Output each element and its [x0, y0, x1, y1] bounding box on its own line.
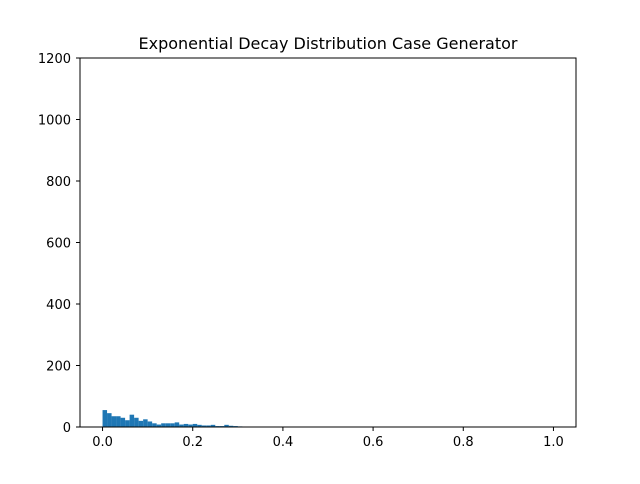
histogram-bar — [111, 416, 117, 427]
histogram-bar — [156, 424, 162, 427]
histogram-bar — [197, 424, 202, 427]
x-tick-label: 0.0 — [92, 435, 113, 450]
histogram-bar — [129, 414, 135, 427]
histogram-bar — [120, 417, 126, 427]
y-tick-label: 400 — [46, 298, 71, 313]
histogram-bar — [188, 424, 193, 427]
histogram-bar — [125, 420, 130, 427]
histogram-bar — [152, 423, 157, 427]
histogram-bar — [116, 416, 121, 427]
y-tick-label: 600 — [46, 237, 71, 252]
histogram-bar — [206, 425, 211, 427]
histogram-bar — [170, 423, 175, 427]
histogram-bar — [201, 425, 207, 427]
histogram-bar — [183, 423, 189, 427]
histogram-bar — [179, 424, 184, 427]
y-tick-label: 0 — [63, 421, 71, 436]
chart-title: Exponential Decay Distribution Case Gene… — [139, 34, 518, 53]
x-axis: 0.0 0.2 0.4 0.6 0.8 1.0 — [92, 427, 564, 450]
histogram-bar — [107, 413, 112, 427]
x-tick-label: 0.6 — [363, 435, 384, 450]
x-tick-label: 0.8 — [453, 435, 474, 450]
histogram-bar — [161, 423, 166, 427]
y-axis: 0 200 400 600 800 1000 1200 — [38, 52, 80, 436]
y-tick-label: 800 — [46, 175, 71, 190]
y-tick-label: 200 — [46, 360, 71, 375]
histogram-bar — [138, 420, 144, 427]
histogram-bars — [102, 410, 243, 427]
histogram-bar — [147, 421, 153, 427]
x-tick-label: 0.4 — [273, 435, 294, 450]
histogram-bar — [192, 423, 198, 427]
y-tick-label: 1200 — [38, 52, 71, 67]
histogram-bar — [165, 423, 171, 427]
histogram-bar — [228, 425, 234, 427]
histogram-bar — [143, 419, 148, 427]
histogram-bar — [134, 417, 139, 427]
y-tick-label: 1000 — [38, 114, 71, 129]
histogram-bar — [210, 424, 216, 427]
x-tick-label: 1.0 — [543, 435, 564, 450]
histogram-bar — [224, 424, 229, 427]
histogram-bar — [102, 410, 108, 427]
histogram-bar — [174, 422, 180, 427]
x-tick-label: 0.2 — [182, 435, 203, 450]
